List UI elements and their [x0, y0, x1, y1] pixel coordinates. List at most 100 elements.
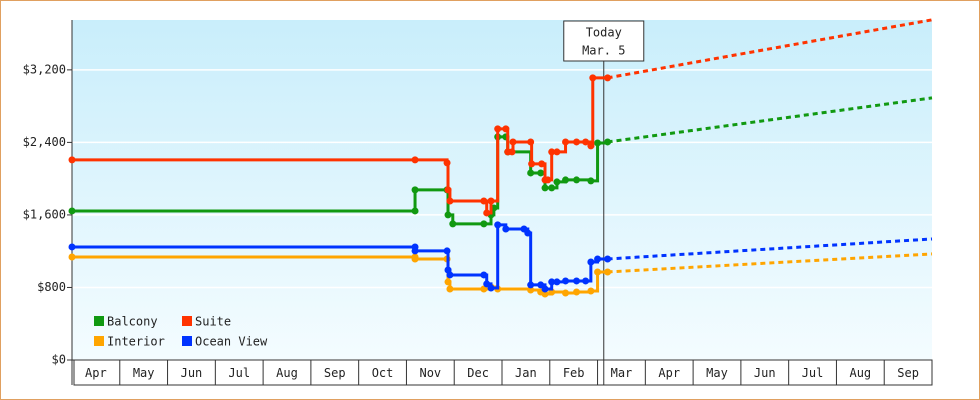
- x-tick-label: Jun: [181, 366, 203, 380]
- point: [541, 285, 549, 293]
- point: [587, 177, 595, 185]
- point: [553, 178, 561, 186]
- y-tick-label: $2,400: [23, 135, 66, 149]
- point: [446, 197, 454, 205]
- forecast-line: [607, 18, 933, 80]
- today-box: [563, 20, 645, 62]
- point: [562, 176, 570, 184]
- point: [68, 243, 76, 251]
- point: [604, 138, 612, 146]
- point: [480, 220, 488, 228]
- forecast-line: [607, 252, 933, 274]
- point: [589, 74, 597, 82]
- point: [548, 278, 556, 286]
- point: [411, 186, 419, 194]
- legend-label: Ocean View: [195, 335, 268, 349]
- y-tick-label: $3,200: [23, 62, 66, 76]
- point: [443, 247, 451, 255]
- point: [604, 74, 612, 82]
- point: [527, 138, 535, 146]
- point: [594, 139, 602, 147]
- point: [587, 287, 595, 295]
- point: [411, 207, 419, 215]
- x-tick-label: Aug: [849, 366, 871, 380]
- x-tick-label: Mar: [611, 366, 633, 380]
- point: [538, 160, 546, 168]
- point: [480, 285, 488, 293]
- point: [587, 142, 595, 150]
- point: [548, 148, 556, 156]
- forecast-line: [607, 96, 933, 144]
- point: [449, 220, 457, 228]
- x-tick-label: Oct: [372, 366, 394, 380]
- point: [524, 229, 532, 237]
- point: [541, 184, 549, 192]
- legend-swatch: [94, 316, 104, 326]
- point: [446, 271, 454, 279]
- x-tick-label: Jun: [754, 366, 776, 380]
- point: [604, 268, 612, 276]
- point: [573, 138, 581, 146]
- x-tick-label: Feb: [563, 366, 585, 380]
- point: [527, 281, 535, 289]
- point: [527, 169, 535, 177]
- point: [553, 148, 561, 156]
- point: [480, 271, 488, 279]
- point: [573, 176, 581, 184]
- y-tick-label: $800: [37, 280, 66, 294]
- x-tick-label: Sep: [324, 366, 346, 380]
- point: [562, 277, 570, 285]
- point: [544, 176, 552, 184]
- x-tick-label: Aug: [276, 366, 298, 380]
- point: [411, 255, 419, 263]
- point: [573, 277, 581, 285]
- legend-label: Suite: [195, 315, 231, 329]
- x-tick-label: Nov: [419, 366, 441, 380]
- legend-swatch: [182, 316, 192, 326]
- point: [483, 209, 491, 217]
- x-tick-label: Dec: [467, 366, 489, 380]
- plot-area: [72, 20, 932, 360]
- legend-swatch: [94, 336, 104, 346]
- point: [444, 186, 452, 194]
- point: [594, 255, 602, 263]
- point: [573, 288, 581, 296]
- point: [411, 156, 419, 164]
- today-label: Today: [586, 26, 622, 40]
- point: [548, 184, 556, 192]
- point: [541, 290, 549, 298]
- point: [487, 284, 495, 292]
- point: [443, 159, 451, 167]
- point: [68, 253, 76, 261]
- y-tick-label: $1,600: [23, 207, 66, 221]
- point: [594, 268, 602, 276]
- point: [68, 207, 76, 215]
- series-line: [72, 76, 608, 215]
- x-tick-label: May: [706, 366, 728, 380]
- x-tick-label: Apr: [85, 366, 107, 380]
- point: [582, 277, 590, 285]
- x-tick-label: Jul: [802, 366, 824, 380]
- point: [446, 285, 454, 293]
- x-tick-label: Jul: [228, 366, 250, 380]
- x-tick-label: Apr: [658, 366, 680, 380]
- forecast-line: [607, 237, 933, 261]
- legend-swatch: [182, 336, 192, 346]
- point: [487, 197, 495, 205]
- legend-label: Balcony: [107, 315, 158, 329]
- point: [494, 221, 502, 229]
- point: [528, 160, 536, 168]
- point: [68, 156, 76, 164]
- x-tick-label: May: [133, 366, 155, 380]
- point: [562, 289, 570, 297]
- x-tick-label: Sep: [897, 366, 919, 380]
- point: [494, 125, 502, 133]
- point: [480, 197, 488, 205]
- point: [509, 138, 517, 146]
- point: [562, 138, 570, 146]
- point: [527, 286, 535, 294]
- y-tick-label: $0: [52, 353, 66, 367]
- x-tick-label: Jan: [515, 366, 537, 380]
